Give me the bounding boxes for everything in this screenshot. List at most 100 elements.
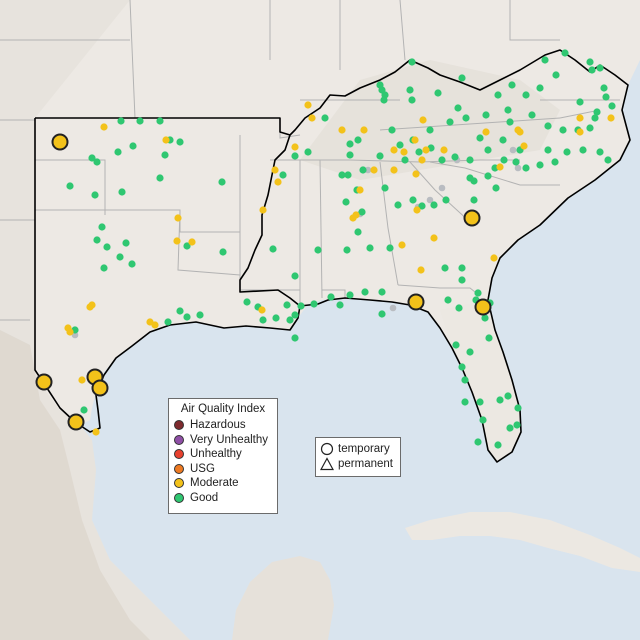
station-marker-good[interactable] (91, 191, 99, 199)
station-marker-good[interactable] (588, 66, 596, 74)
station-marker-good[interactable] (376, 152, 384, 160)
station-marker-good[interactable] (600, 84, 608, 92)
station-marker-good[interactable] (499, 136, 507, 144)
station-marker-moderate[interactable] (304, 101, 312, 109)
station-marker-good[interactable] (544, 122, 552, 130)
station-marker-good[interactable] (452, 341, 460, 349)
station-marker-moderate[interactable] (338, 126, 346, 134)
station-marker-good[interactable] (506, 424, 514, 432)
station-marker-good[interactable] (522, 91, 530, 99)
station-marker-moderate-large[interactable] (91, 379, 109, 397)
station-marker-good[interactable] (602, 93, 610, 101)
station-marker-moderate-large[interactable] (407, 293, 425, 311)
station-marker-good[interactable] (446, 118, 454, 126)
station-marker-good[interactable] (455, 304, 463, 312)
station-marker-good[interactable] (386, 244, 394, 252)
station-marker-good[interactable] (458, 363, 466, 371)
station-marker-moderate[interactable] (66, 328, 74, 336)
station-marker-good[interactable] (156, 174, 164, 182)
station-marker-moderate[interactable] (88, 301, 96, 309)
station-marker-good[interactable] (342, 198, 350, 206)
station-marker-good[interactable] (426, 126, 434, 134)
station-marker-moderate[interactable] (174, 214, 182, 222)
station-marker-good[interactable] (492, 184, 500, 192)
station-marker-good[interactable] (476, 134, 484, 142)
station-marker-good[interactable] (338, 171, 346, 179)
station-marker-good[interactable] (359, 166, 367, 174)
station-marker-moderate[interactable] (496, 163, 504, 171)
station-marker-good[interactable] (604, 156, 612, 164)
station-marker-moderate-large[interactable] (51, 133, 69, 151)
station-marker-unavailable[interactable] (71, 331, 79, 339)
station-marker-moderate-large[interactable] (35, 373, 53, 391)
station-marker-good[interactable] (272, 314, 280, 322)
station-marker-good[interactable] (269, 245, 277, 253)
station-marker-good[interactable] (536, 161, 544, 169)
station-marker-good[interactable] (466, 156, 474, 164)
station-marker-good[interactable] (461, 376, 469, 384)
station-marker-unavailable[interactable] (364, 166, 372, 174)
station-marker-good[interactable] (494, 91, 502, 99)
station-marker-good[interactable] (378, 288, 386, 296)
station-marker-good[interactable] (541, 56, 549, 64)
station-marker-good[interactable] (586, 124, 594, 132)
station-marker-moderate-large[interactable] (474, 298, 492, 316)
station-marker-good[interactable] (218, 178, 226, 186)
station-marker-moderate[interactable] (349, 214, 357, 222)
station-marker-good[interactable] (291, 272, 299, 280)
station-marker-good[interactable] (291, 152, 299, 160)
station-marker-moderate-large[interactable] (67, 413, 85, 431)
station-marker-moderate[interactable] (258, 306, 266, 314)
station-marker-good[interactable] (454, 104, 462, 112)
station-marker-good[interactable] (100, 264, 108, 272)
station-marker-moderate-large[interactable] (463, 209, 481, 227)
station-marker-good[interactable] (376, 81, 384, 89)
station-marker-good[interactable] (219, 248, 227, 256)
station-marker-good[interactable] (196, 311, 204, 319)
station-marker-good[interactable] (354, 228, 362, 236)
station-marker-good[interactable] (291, 334, 299, 342)
station-marker-good[interactable] (406, 86, 414, 94)
station-marker-good[interactable] (156, 117, 164, 125)
station-marker-good[interactable] (88, 154, 96, 162)
station-marker-good[interactable] (513, 421, 521, 429)
station-marker-good[interactable] (458, 264, 466, 272)
station-marker-good[interactable] (98, 223, 106, 231)
station-marker-good[interactable] (551, 158, 559, 166)
station-marker-good[interactable] (176, 138, 184, 146)
station-marker-good[interactable] (388, 126, 396, 134)
station-marker-moderate[interactable] (400, 148, 408, 156)
station-marker-good[interactable] (563, 148, 571, 156)
station-marker-moderate[interactable] (356, 186, 364, 194)
station-marker-moderate[interactable] (411, 136, 419, 144)
station-marker-good[interactable] (434, 89, 442, 97)
station-marker-good[interactable] (458, 276, 466, 284)
station-marker-good[interactable] (408, 58, 416, 66)
station-marker-good[interactable] (93, 158, 101, 166)
station-marker-moderate[interactable] (92, 428, 100, 436)
station-marker-good[interactable] (279, 171, 287, 179)
station-marker-good[interactable] (409, 196, 417, 204)
station-marker-good[interactable] (418, 202, 426, 210)
station-marker-good[interactable] (66, 182, 74, 190)
station-marker-moderate[interactable] (360, 126, 368, 134)
station-marker-good[interactable] (346, 140, 354, 148)
station-marker-good[interactable] (283, 301, 291, 309)
station-marker-good[interactable] (327, 293, 335, 301)
station-marker-good[interactable] (259, 316, 267, 324)
station-marker-good[interactable] (561, 49, 569, 57)
station-marker-good[interactable] (286, 316, 294, 324)
station-marker-good[interactable] (522, 164, 530, 172)
station-marker-good[interactable] (608, 102, 616, 110)
station-marker-good[interactable] (321, 114, 329, 122)
station-marker-moderate[interactable] (514, 126, 522, 134)
station-marker-good[interactable] (310, 300, 318, 308)
station-marker-good[interactable] (536, 84, 544, 92)
station-marker-good[interactable] (183, 313, 191, 321)
station-marker-good[interactable] (176, 307, 184, 315)
station-marker-unavailable[interactable] (389, 304, 397, 312)
station-marker-good[interactable] (378, 310, 386, 318)
station-marker-good[interactable] (343, 246, 351, 254)
station-marker-good[interactable] (484, 146, 492, 154)
